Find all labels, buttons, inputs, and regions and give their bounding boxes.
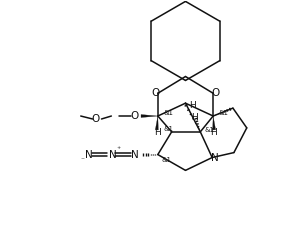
Text: &1: &1 (164, 126, 174, 132)
Text: H: H (189, 101, 196, 110)
Text: N: N (109, 150, 117, 160)
Text: ⁺: ⁺ (116, 145, 120, 154)
Text: &1: &1 (218, 110, 228, 116)
Text: H: H (210, 128, 217, 137)
Text: H: H (191, 114, 198, 122)
Text: &1: &1 (204, 127, 214, 133)
Text: &1: &1 (162, 156, 172, 163)
Polygon shape (213, 116, 216, 130)
Text: N: N (85, 150, 93, 160)
Text: H: H (154, 128, 161, 137)
Text: ⁻: ⁻ (81, 155, 85, 164)
Text: O: O (130, 111, 138, 121)
Polygon shape (141, 114, 158, 118)
Text: &1: &1 (164, 110, 174, 116)
Text: N: N (211, 152, 219, 163)
Polygon shape (155, 116, 158, 130)
Text: O: O (211, 88, 219, 98)
Text: O: O (152, 88, 160, 98)
Text: N: N (131, 150, 139, 160)
Text: O: O (91, 114, 100, 124)
